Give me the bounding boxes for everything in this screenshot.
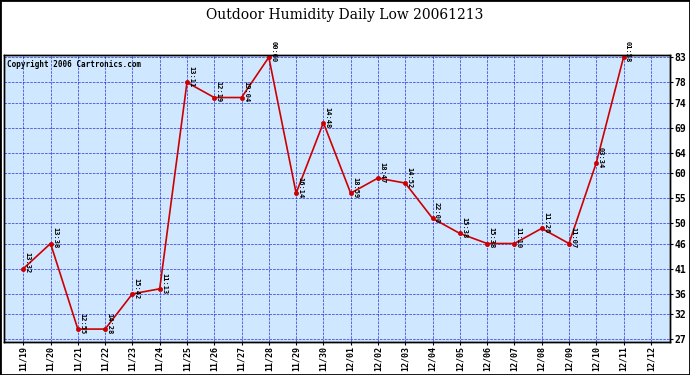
Text: 16:14: 16:14 xyxy=(297,177,304,198)
Text: 13:11: 13:11 xyxy=(188,66,195,87)
Text: 15:42: 15:42 xyxy=(134,278,140,299)
Text: 14:48: 14:48 xyxy=(325,106,331,128)
Text: Outdoor Humidity Daily Low 20061213: Outdoor Humidity Daily Low 20061213 xyxy=(206,8,484,21)
Text: 14:52: 14:52 xyxy=(406,167,413,188)
Text: 14:28: 14:28 xyxy=(106,313,112,334)
Text: 12:19: 12:19 xyxy=(216,81,221,103)
Text: 11:10: 11:10 xyxy=(516,227,522,249)
Text: 15:38: 15:38 xyxy=(461,217,467,238)
Text: 22:00: 22:00 xyxy=(434,202,440,223)
Text: 13:32: 13:32 xyxy=(25,252,30,274)
Text: 03:34: 03:34 xyxy=(598,147,604,168)
Text: 19:04: 19:04 xyxy=(243,81,249,103)
Text: 15:38: 15:38 xyxy=(489,227,495,249)
Text: 01:58: 01:58 xyxy=(625,41,631,62)
Text: 18:47: 18:47 xyxy=(380,162,385,183)
Text: Copyright 2006 Cartronics.com: Copyright 2006 Cartronics.com xyxy=(8,60,141,69)
Text: 12:55: 12:55 xyxy=(79,313,86,334)
Text: 18:59: 18:59 xyxy=(352,177,358,198)
Text: 13:38: 13:38 xyxy=(52,227,58,249)
Text: 11:26: 11:26 xyxy=(543,212,549,234)
Text: 11:07: 11:07 xyxy=(571,227,576,249)
Text: 00:00: 00:00 xyxy=(270,41,276,62)
Text: 11:13: 11:13 xyxy=(161,273,167,294)
